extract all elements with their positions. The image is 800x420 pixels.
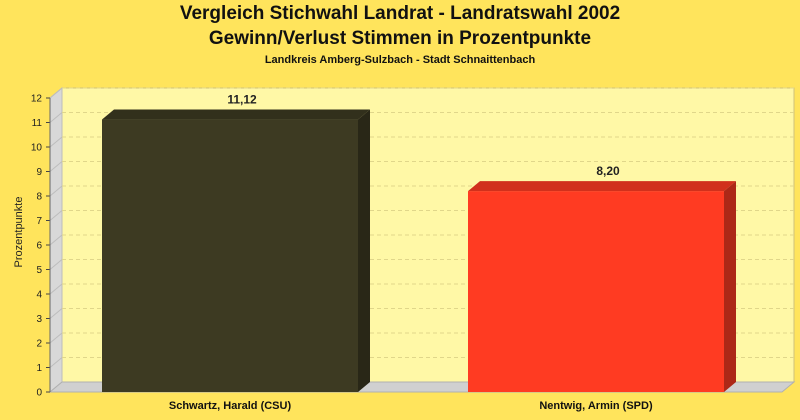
- gridline-diag: [49, 234, 63, 246]
- y-tick-label: 4: [36, 290, 42, 301]
- y-tick-label: 1: [36, 363, 42, 374]
- bar-side: [358, 109, 370, 392]
- data-label: 8,20: [596, 164, 620, 178]
- chart-title: Vergleich Stichwahl Landrat - Landratswa…: [179, 3, 621, 24]
- y-axis-label: Prozentpunkte: [13, 197, 25, 268]
- bar: [102, 119, 358, 392]
- y-tick-label: 12: [31, 94, 43, 105]
- gridline-diag: [49, 308, 63, 319]
- x-axis-categories: Schwartz, Harald (CSU) Nentwig, Armin (SP…: [169, 400, 653, 412]
- gridline-diag: [49, 283, 63, 295]
- gridline-diag: [49, 161, 63, 172]
- x-category-label: Nentwig, Armin (SPD): [539, 400, 653, 412]
- y-tick-label: 3: [36, 314, 42, 325]
- gridline-diag: [49, 87, 63, 99]
- y-tick-label: 0: [36, 388, 42, 399]
- chart-subtitle: Landkreis Amberg-Sulzbach - Stadt Schnai…: [264, 54, 536, 66]
- y-tick-label: 2: [36, 339, 42, 350]
- chart-title-line2: Gewinn/Verlust Stimmen in Prozentpunkte: [208, 28, 592, 49]
- gridline-diag: [49, 210, 63, 221]
- gridline-diag: [49, 136, 63, 148]
- bar-top: [468, 181, 736, 192]
- gridline-diag: [49, 357, 63, 368]
- gridline-diag: [49, 332, 63, 344]
- bar-side: [724, 181, 736, 392]
- gridline-diag: [49, 185, 63, 197]
- x-category-label: Schwartz, Harald (CSU): [169, 400, 292, 412]
- data-label: 11,12: [227, 93, 257, 107]
- gridline-diag: [49, 112, 63, 123]
- bar: [468, 191, 724, 392]
- bar-top: [102, 109, 370, 120]
- data-labels: 11,12 8,20: [227, 93, 620, 179]
- gridline-diag: [49, 259, 63, 270]
- bars: [102, 109, 736, 392]
- y-tick-label: 5: [36, 265, 42, 276]
- y-tick-label: 9: [36, 167, 42, 178]
- y-tick-label: 6: [36, 241, 42, 252]
- y-tick-label: 10: [31, 143, 43, 154]
- y-tick-label: 8: [36, 192, 42, 203]
- y-tick-label: 11: [32, 118, 43, 129]
- y-tick-label: 7: [36, 216, 42, 227]
